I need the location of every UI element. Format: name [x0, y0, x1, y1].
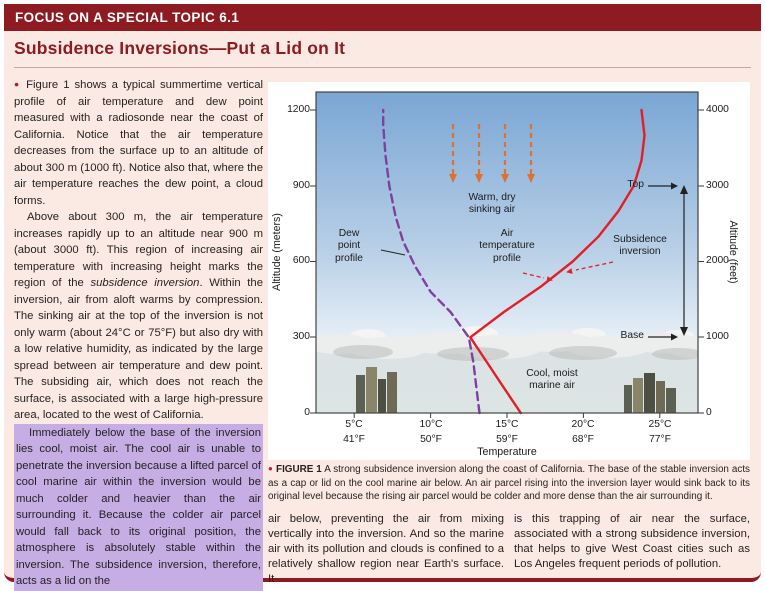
figure-1: 0 300 600 900 1200 0 1000 2000 3000 4000… — [268, 82, 750, 460]
dew-point-profile-label: Dew point profile — [334, 228, 364, 264]
inversion-extent-arrow — [648, 182, 688, 341]
subsidence-inversion-label: Subsidence inversion — [613, 234, 667, 258]
x-tick-fahrenheit: 59°F — [496, 434, 518, 445]
paragraph-1-text: Figure 1 shows a typical summertime vert… — [14, 79, 264, 207]
paragraph-2-text-cont: . Within the inversion, air from aloft w… — [14, 277, 263, 421]
y-tick-feet: 1000 — [706, 331, 729, 342]
y-tick-feet: 0 — [706, 407, 712, 418]
focus-topic-banner: FOCUS ON A SPECIAL TOPIC 6.1 — [4, 4, 761, 31]
plot-border — [315, 91, 699, 414]
figure-caption: ● FIGURE 1 A strong subsidence inversion… — [268, 462, 750, 504]
cloud-layer — [316, 326, 698, 361]
focus-topic-title: FOCUS ON A SPECIAL TOPIC 6.1 — [15, 10, 240, 25]
y-tick-meters: 600 — [292, 255, 310, 266]
y-tick-feet: 4000 — [706, 104, 729, 115]
cool-moist-marine-air-label: Cool, moist marine air — [526, 368, 578, 392]
caption-text: A strong subsidence inversion along the … — [268, 464, 750, 503]
sinking-air-arrows — [449, 124, 535, 183]
inversion-base-label: Base — [620, 330, 644, 341]
air-temperature-profile-label: Air temperature profile — [479, 228, 535, 264]
x-tick-celsius: 15°C — [495, 419, 519, 430]
warm-dry-sinking-air-label: Warm, dry sinking air — [468, 192, 516, 216]
x-tick-fahrenheit: 77°F — [649, 434, 671, 445]
continuation-column-right: is this trapping of air near the surface… — [514, 513, 750, 570]
article-title: Subsidence Inversions—Put a Lid on It — [14, 38, 346, 58]
x-tick-fahrenheit: 50°F — [420, 434, 442, 445]
x-tick-celsius: 10°C — [419, 419, 443, 430]
paragraph-3-highlighted: Immediately below the base of the invers… — [14, 423, 263, 591]
y-tick-meters: 900 — [292, 180, 310, 191]
article-panel: Subsidence Inversions—Put a Lid on It ● … — [4, 31, 761, 591]
x-tick-celsius: 20°C — [571, 419, 595, 430]
y-tick-feet: 2000 — [706, 255, 729, 266]
y-tick-meters: 0 — [304, 407, 310, 418]
paragraph-2: Above about 300 m, the air temperature i… — [14, 209, 263, 424]
profile-curves — [381, 108, 646, 415]
bullet-icon: ● — [14, 79, 22, 89]
y-axis-title-left: Altitude (meters) — [271, 213, 283, 291]
paragraph-1: ● Figure 1 shows a typical summertime ve… — [14, 76, 263, 209]
x-tick-fahrenheit: 68°F — [572, 434, 594, 445]
continuation-column-left: air below, preventing the air from mixin… — [268, 513, 504, 585]
x-tick-celsius: 25°C — [648, 419, 672, 430]
inversion-top-label: Top — [627, 179, 644, 190]
city-buildings-right — [624, 373, 676, 413]
dew-point-profile-curve — [381, 108, 481, 415]
paragraph-2-italic-term: subsidence inversion — [90, 277, 200, 289]
inversion-chart-svg — [310, 91, 704, 418]
body-text-column: ● Figure 1 shows a typical summertime ve… — [14, 76, 263, 591]
y-axis-title-right: Altitude (feet) — [727, 220, 739, 284]
y-tick-meters: 1200 — [287, 104, 310, 115]
y-tick-meters: 300 — [292, 331, 310, 342]
air-temperature-profile-curve — [469, 108, 646, 415]
title-divider — [14, 67, 751, 68]
x-tick-celsius: 5°C — [345, 419, 363, 430]
x-axis-title: Temperature — [477, 446, 537, 458]
caption-figure-number: FIGURE 1 — [276, 464, 322, 475]
caption-bullet-icon: ● — [268, 464, 274, 473]
city-buildings-left — [356, 367, 397, 413]
paragraph-2-text: Above about 300 m, the air temperature i… — [14, 211, 263, 289]
x-tick-fahrenheit: 41°F — [343, 434, 365, 445]
axis-ticks — [310, 109, 704, 418]
y-tick-feet: 3000 — [706, 180, 729, 191]
label-pointer-lines — [380, 249, 614, 282]
